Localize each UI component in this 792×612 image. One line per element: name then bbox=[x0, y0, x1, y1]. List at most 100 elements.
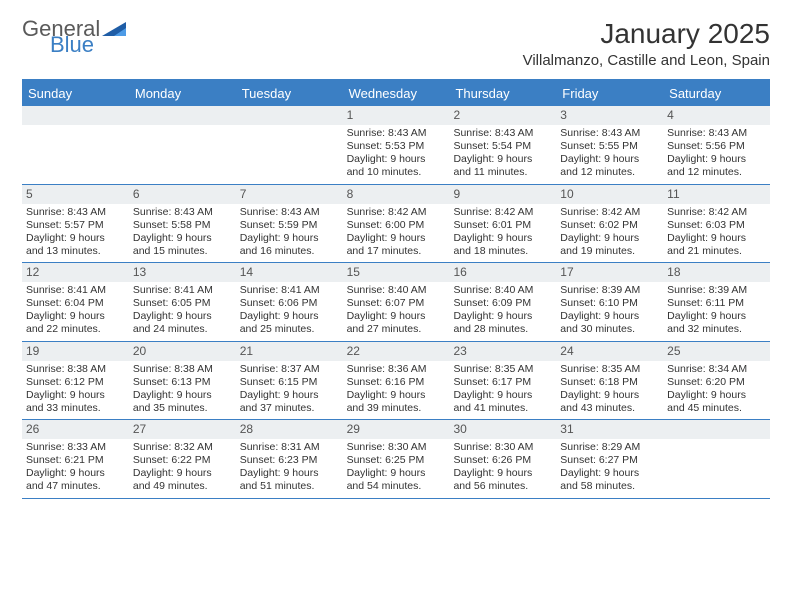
week-row: 19Sunrise: 8:38 AMSunset: 6:12 PMDayligh… bbox=[22, 342, 770, 421]
sunset-line: Sunset: 6:20 PM bbox=[667, 376, 766, 389]
month-title: January 2025 bbox=[523, 18, 770, 50]
day-cell: 5 Sunrise: 8:43 AMSunset: 5:57 PMDaylight… bbox=[22, 185, 129, 263]
week-row: 12Sunrise: 8:41 AMSunset: 6:04 PMDayligh… bbox=[22, 263, 770, 342]
day-number: 23 bbox=[449, 342, 556, 361]
daylight-line-1: Daylight: 9 hours bbox=[347, 232, 446, 245]
daylight-line-1: Daylight: 9 hours bbox=[133, 389, 232, 402]
daylight-line-2: and 19 minutes. bbox=[560, 245, 659, 258]
sunrise-line: Sunrise: 8:43 AM bbox=[453, 127, 552, 140]
sunset-line: Sunset: 6:00 PM bbox=[347, 219, 446, 232]
day-body: Sunrise: 8:41 AMSunset: 6:05 PMDaylight:… bbox=[129, 284, 236, 337]
sunset-line: Sunset: 6:27 PM bbox=[560, 454, 659, 467]
day-number: 3 bbox=[556, 106, 663, 125]
day-body: Sunrise: 8:31 AMSunset: 6:23 PMDaylight:… bbox=[236, 441, 343, 494]
day-body: Sunrise: 8:38 AMSunset: 6:12 PMDaylight:… bbox=[22, 363, 129, 416]
daylight-line-2: and 51 minutes. bbox=[240, 480, 339, 493]
day-body: Sunrise: 8:35 AMSunset: 6:17 PMDaylight:… bbox=[449, 363, 556, 416]
daylight-line-1: Daylight: 9 hours bbox=[453, 232, 552, 245]
sunrise-line: Sunrise: 8:36 AM bbox=[347, 363, 446, 376]
daylight-line-1: Daylight: 9 hours bbox=[667, 389, 766, 402]
day-body: Sunrise: 8:30 AMSunset: 6:26 PMDaylight:… bbox=[449, 441, 556, 494]
day-body: Sunrise: 8:42 AMSunset: 6:01 PMDaylight:… bbox=[449, 206, 556, 259]
daylight-line-2: and 12 minutes. bbox=[667, 166, 766, 179]
day-number bbox=[22, 106, 129, 125]
day-cell: 21Sunrise: 8:37 AMSunset: 6:15 PMDayligh… bbox=[236, 342, 343, 420]
logo: General Blue bbox=[22, 18, 128, 56]
sunrise-line: Sunrise: 8:43 AM bbox=[347, 127, 446, 140]
day-cell: 15Sunrise: 8:40 AMSunset: 6:07 PMDayligh… bbox=[343, 263, 450, 341]
daylight-line-1: Daylight: 9 hours bbox=[667, 232, 766, 245]
day-cell: 23 Sunrise: 8:35 AMSunset: 6:17 PMDayligh… bbox=[449, 342, 556, 420]
sunrise-line: Sunrise: 8:35 AM bbox=[560, 363, 659, 376]
sunrise-line: Sunrise: 8:31 AM bbox=[240, 441, 339, 454]
daylight-line-1: Daylight: 9 hours bbox=[560, 153, 659, 166]
day-cell: 17Sunrise: 8:39 AMSunset: 6:10 PMDayligh… bbox=[556, 263, 663, 341]
day-body: Sunrise: 8:43 AMSunset: 5:53 PMDaylight:… bbox=[343, 127, 450, 180]
day-cell: 4Sunrise: 8:43 AMSunset: 5:56 PMDaylight… bbox=[663, 106, 770, 184]
daylight-line-1: Daylight: 9 hours bbox=[26, 232, 125, 245]
day-body: Sunrise: 8:43 AMSunset: 5:57 PMDaylight:… bbox=[22, 206, 129, 259]
day-number: 31 bbox=[556, 420, 663, 439]
sunrise-line: Sunrise: 8:35 AM bbox=[453, 363, 552, 376]
day-cell: 30Sunrise: 8:30 AMSunset: 6:26 PMDayligh… bbox=[449, 420, 556, 498]
sunset-line: Sunset: 5:57 PM bbox=[26, 219, 125, 232]
day-body: Sunrise: 8:39 AMSunset: 6:11 PMDaylight:… bbox=[663, 284, 770, 337]
dow-header-cell: Friday bbox=[556, 81, 663, 106]
day-number: 10 bbox=[556, 185, 663, 204]
daylight-line-1: Daylight: 9 hours bbox=[560, 232, 659, 245]
sunrise-line: Sunrise: 8:33 AM bbox=[26, 441, 125, 454]
day-cell: 16Sunrise: 8:40 AMSunset: 6:09 PMDayligh… bbox=[449, 263, 556, 341]
daylight-line-2: and 17 minutes. bbox=[347, 245, 446, 258]
day-body: Sunrise: 8:34 AMSunset: 6:20 PMDaylight:… bbox=[663, 363, 770, 416]
day-body: Sunrise: 8:29 AMSunset: 6:27 PMDaylight:… bbox=[556, 441, 663, 494]
daylight-line-2: and 33 minutes. bbox=[26, 402, 125, 415]
day-number bbox=[663, 420, 770, 439]
daylight-line-1: Daylight: 9 hours bbox=[347, 467, 446, 480]
sunset-line: Sunset: 6:10 PM bbox=[560, 297, 659, 310]
day-number: 8 bbox=[343, 185, 450, 204]
sunrise-line: Sunrise: 8:43 AM bbox=[240, 206, 339, 219]
sunrise-line: Sunrise: 8:32 AM bbox=[133, 441, 232, 454]
daylight-line-1: Daylight: 9 hours bbox=[26, 310, 125, 323]
sunset-line: Sunset: 6:21 PM bbox=[26, 454, 125, 467]
day-cell: 27Sunrise: 8:32 AMSunset: 6:22 PMDayligh… bbox=[129, 420, 236, 498]
daylight-line-2: and 41 minutes. bbox=[453, 402, 552, 415]
day-cell bbox=[22, 106, 129, 184]
daylight-line-2: and 11 minutes. bbox=[453, 166, 552, 179]
sunrise-line: Sunrise: 8:42 AM bbox=[453, 206, 552, 219]
sunset-line: Sunset: 6:04 PM bbox=[26, 297, 125, 310]
dow-header-cell: Monday bbox=[129, 81, 236, 106]
day-body: Sunrise: 8:39 AMSunset: 6:10 PMDaylight:… bbox=[556, 284, 663, 337]
day-body: Sunrise: 8:40 AMSunset: 6:07 PMDaylight:… bbox=[343, 284, 450, 337]
sunset-line: Sunset: 5:55 PM bbox=[560, 140, 659, 153]
day-number: 14 bbox=[236, 263, 343, 282]
sunrise-line: Sunrise: 8:43 AM bbox=[26, 206, 125, 219]
day-body: Sunrise: 8:43 AMSunset: 5:56 PMDaylight:… bbox=[663, 127, 770, 180]
daylight-line-2: and 56 minutes. bbox=[453, 480, 552, 493]
daylight-line-2: and 18 minutes. bbox=[453, 245, 552, 258]
daylight-line-1: Daylight: 9 hours bbox=[26, 467, 125, 480]
daylight-line-1: Daylight: 9 hours bbox=[347, 389, 446, 402]
daylight-line-2: and 12 minutes. bbox=[560, 166, 659, 179]
day-number: 5 bbox=[22, 185, 129, 204]
dow-header-cell: Wednesday bbox=[343, 81, 450, 106]
sunset-line: Sunset: 6:05 PM bbox=[133, 297, 232, 310]
day-body: Sunrise: 8:42 AMSunset: 6:03 PMDaylight:… bbox=[663, 206, 770, 259]
day-cell: 22Sunrise: 8:36 AMSunset: 6:16 PMDayligh… bbox=[343, 342, 450, 420]
sunrise-line: Sunrise: 8:38 AM bbox=[26, 363, 125, 376]
sunset-line: Sunset: 6:07 PM bbox=[347, 297, 446, 310]
sunset-line: Sunset: 6:17 PM bbox=[453, 376, 552, 389]
daylight-line-1: Daylight: 9 hours bbox=[347, 153, 446, 166]
daylight-line-2: and 25 minutes. bbox=[240, 323, 339, 336]
daylight-line-2: and 16 minutes. bbox=[240, 245, 339, 258]
daylight-line-2: and 39 minutes. bbox=[347, 402, 446, 415]
day-number: 16 bbox=[449, 263, 556, 282]
day-cell: 19Sunrise: 8:38 AMSunset: 6:12 PMDayligh… bbox=[22, 342, 129, 420]
sunset-line: Sunset: 6:01 PM bbox=[453, 219, 552, 232]
sunrise-line: Sunrise: 8:40 AM bbox=[453, 284, 552, 297]
daylight-line-2: and 45 minutes. bbox=[667, 402, 766, 415]
daylight-line-2: and 21 minutes. bbox=[667, 245, 766, 258]
day-number: 25 bbox=[663, 342, 770, 361]
day-body: Sunrise: 8:41 AMSunset: 6:06 PMDaylight:… bbox=[236, 284, 343, 337]
day-cell: 25 Sunrise: 8:34 AMSunset: 6:20 PMDayligh… bbox=[663, 342, 770, 420]
